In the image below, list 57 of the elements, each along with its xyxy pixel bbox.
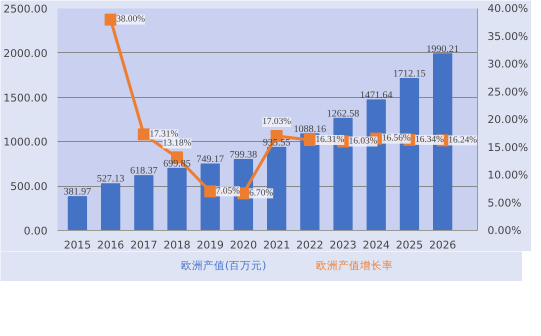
data-label: 16.31% xyxy=(315,134,344,145)
x-tick-label: 2019 xyxy=(196,238,224,252)
x-tick-label: 2021 xyxy=(263,238,290,252)
data-label: 1990.21 xyxy=(426,44,459,55)
point xyxy=(304,134,316,146)
data-label: 7.05% xyxy=(216,186,240,196)
data-label: 799.38 xyxy=(230,150,258,161)
data-label: 17.31% xyxy=(149,129,178,140)
y2-tick-label: 35.00% xyxy=(488,30,528,43)
data-label: 1712.15 xyxy=(393,68,426,80)
x-tick-label: 2017 xyxy=(130,238,158,252)
x-tick-label: 2025 xyxy=(396,238,423,252)
x-tick-label: 2022 xyxy=(296,238,324,252)
y2-tick-label: 25.00% xyxy=(488,85,528,98)
data-label: 16.03% xyxy=(348,136,378,147)
bar xyxy=(68,196,88,230)
x-tick-label: 2016 xyxy=(97,238,124,252)
x-tick-label: 2026 xyxy=(429,238,456,252)
point xyxy=(104,14,117,26)
y-tick-label: 1000.00 xyxy=(3,136,48,149)
y-tick-label: 0.00 xyxy=(24,224,48,238)
y-tick-label: 2000.00 xyxy=(3,46,48,60)
y-tick-label: 1500.00 xyxy=(3,91,48,104)
data-label: 16.56% xyxy=(382,134,411,144)
bar xyxy=(134,175,154,230)
bar xyxy=(167,168,187,230)
data-label: 527.13 xyxy=(96,174,124,185)
point xyxy=(138,128,150,140)
text: 欧洲产值(百万元) xyxy=(181,259,266,273)
y2-tick-label: 0.00% xyxy=(488,224,522,237)
data-label: 13.18% xyxy=(162,138,192,148)
y-tick-label: 2500.00 xyxy=(3,2,48,16)
data-label: 749.17 xyxy=(196,154,224,165)
text: 欧洲产值增长率 xyxy=(316,259,393,273)
y2-tick-label: 15.00% xyxy=(488,140,528,154)
x-tick-label: 2018 xyxy=(163,238,191,252)
x-tick-label: 2020 xyxy=(230,238,258,252)
y2-tick-label: 40.00% xyxy=(488,2,528,15)
data-label: 16.34% xyxy=(415,134,444,145)
data-label: 1262.58 xyxy=(326,108,360,120)
y2-tick-label: 10.00% xyxy=(488,168,528,182)
y2-tick-label: 5.00% xyxy=(488,196,522,210)
x-tick-label: 2023 xyxy=(329,238,357,252)
y-tick-label: 500.00 xyxy=(10,180,48,194)
data-label: 381.97 xyxy=(64,186,92,198)
data-label: 1088.16 xyxy=(294,124,326,135)
data-label: 6.70% xyxy=(249,188,274,198)
x-tick-label: 2024 xyxy=(362,238,390,252)
bar xyxy=(100,183,120,230)
data-label: 38.00% xyxy=(116,14,146,25)
x-tick-label: 2015 xyxy=(64,238,91,252)
point xyxy=(204,185,216,198)
data-label: 17.03% xyxy=(262,116,292,127)
data-label: 618.37 xyxy=(130,166,158,177)
y2-tick-label: 30.00% xyxy=(488,58,528,70)
y2-tick-label: 20.00% xyxy=(488,113,528,126)
data-label: 16.24% xyxy=(448,135,478,146)
